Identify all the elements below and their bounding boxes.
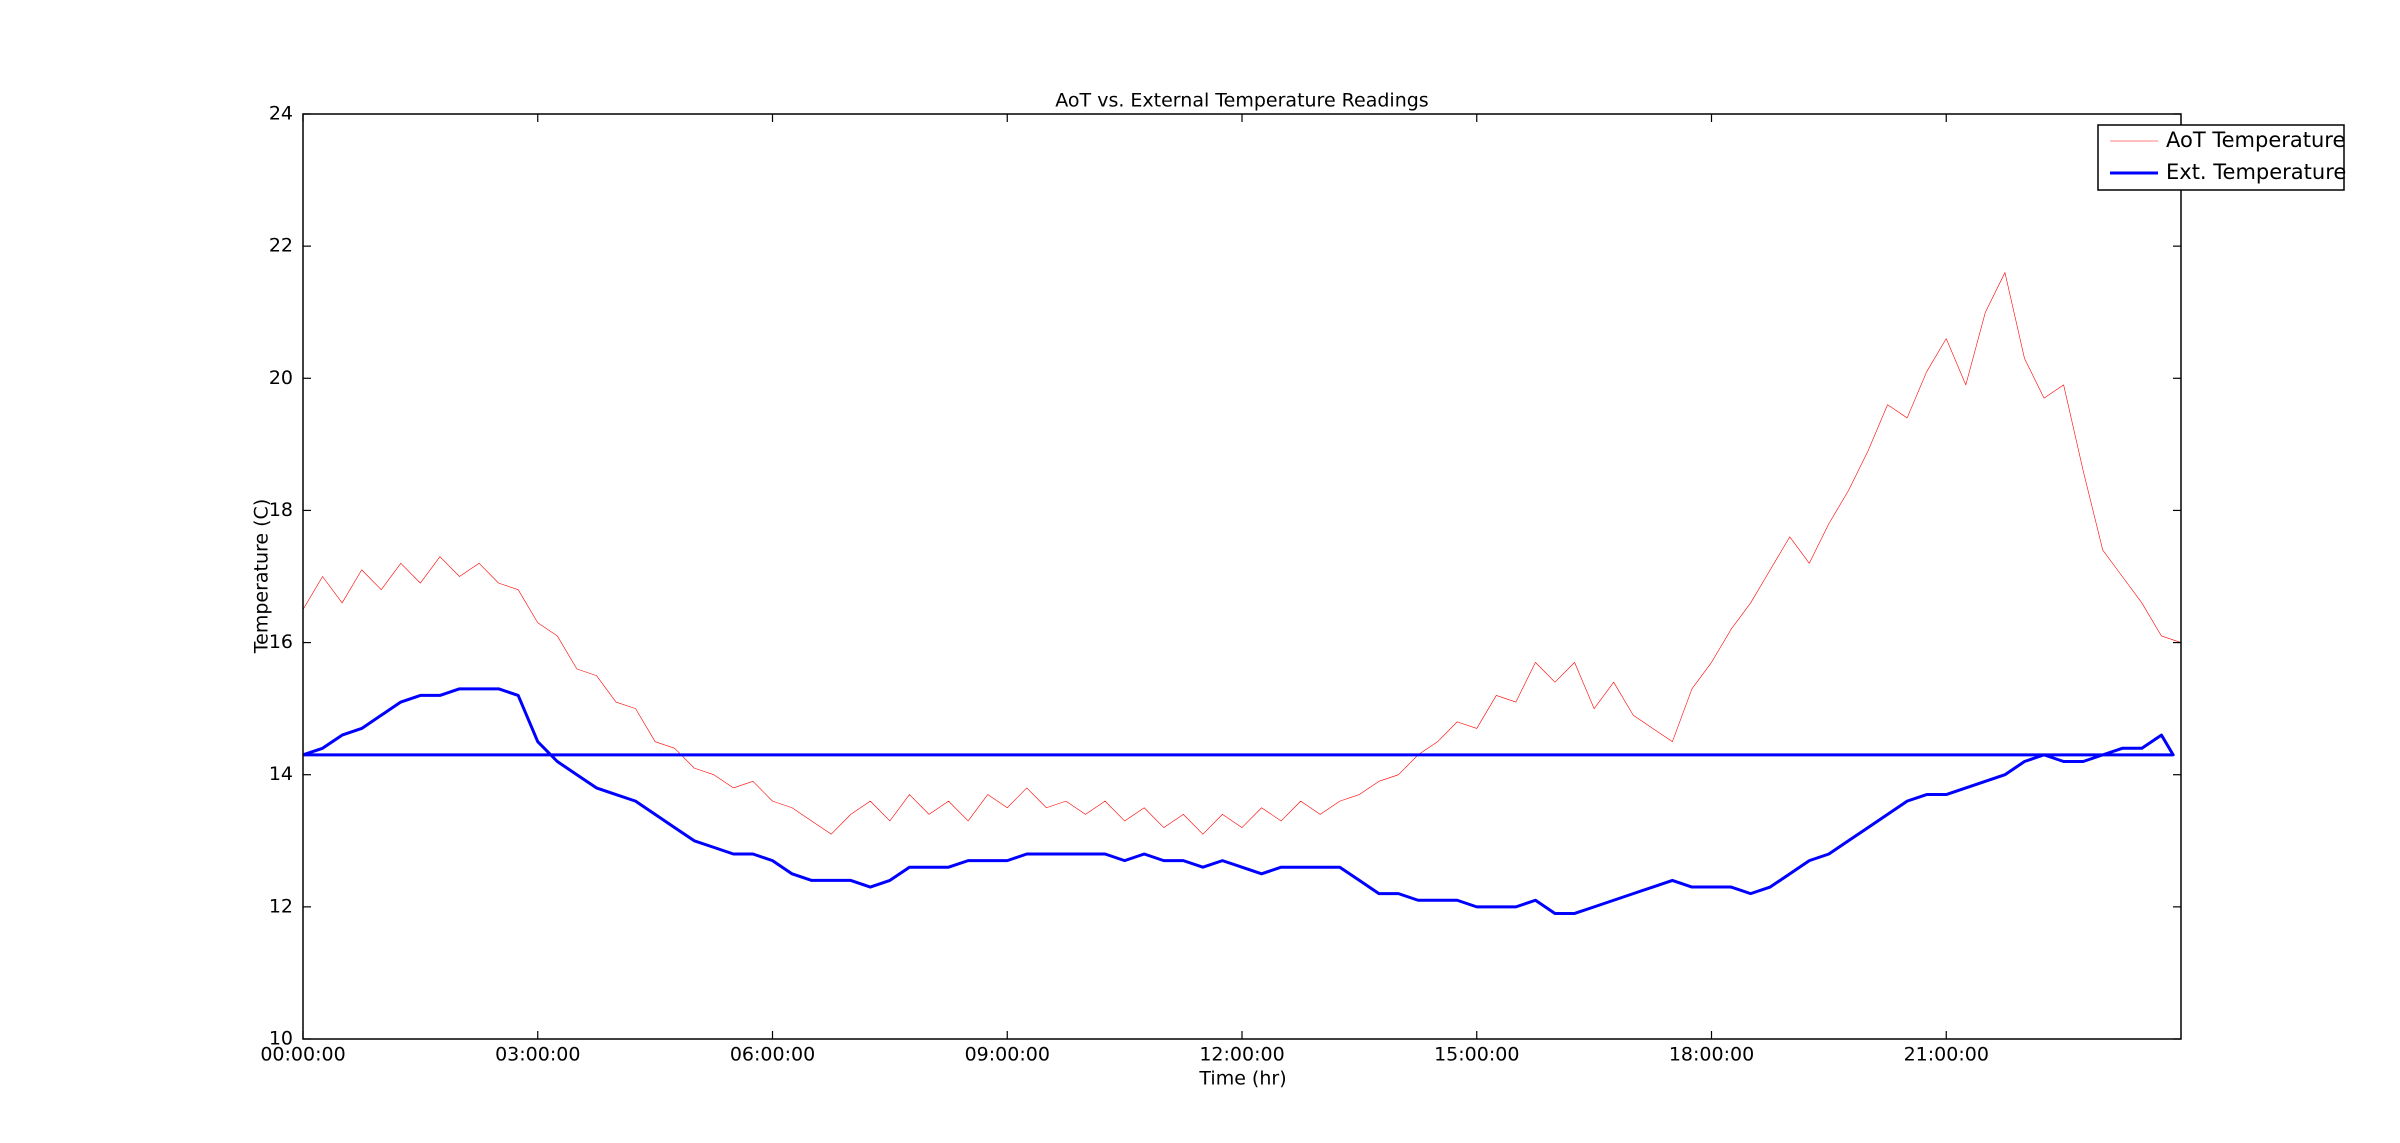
y-tick-label: 16 [269, 631, 293, 653]
y-tick-label: 14 [269, 763, 293, 785]
x-tick-label: 18:00:00 [1669, 1044, 1754, 1066]
y-tick-label: 24 [269, 103, 293, 125]
y-tick-label: 10 [269, 1028, 293, 1050]
x-tick-label: 12:00:00 [1199, 1044, 1284, 1066]
y-tick-label: 18 [269, 499, 293, 521]
y-tick-label: 20 [269, 367, 293, 389]
legend-label: Ext. Temperature [2166, 160, 2346, 184]
y-axis-label: Temperature (C) [251, 499, 273, 655]
x-tick-label: 09:00:00 [965, 1044, 1050, 1066]
x-axis-label: Time (hr) [1198, 1068, 1286, 1090]
plot-frame [302, 113, 2182, 1040]
legend-box [2097, 124, 2345, 191]
x-tick-label: 06:00:00 [730, 1044, 815, 1066]
x-tick-label: 15:00:00 [1434, 1044, 1519, 1066]
x-tick-label: 00:00:00 [260, 1044, 345, 1066]
y-tick-label: 12 [269, 895, 293, 917]
x-tick-label: 21:00:00 [1904, 1044, 1989, 1066]
data-line [303, 272, 2181, 835]
data-line [303, 687, 2175, 915]
legend-label: AoT Temperature [2166, 128, 2345, 152]
y-tick-label: 22 [269, 235, 293, 257]
x-tick-label: 03:00:00 [495, 1044, 580, 1066]
chart-title: AoT vs. External Temperature Readings [1055, 90, 1428, 112]
